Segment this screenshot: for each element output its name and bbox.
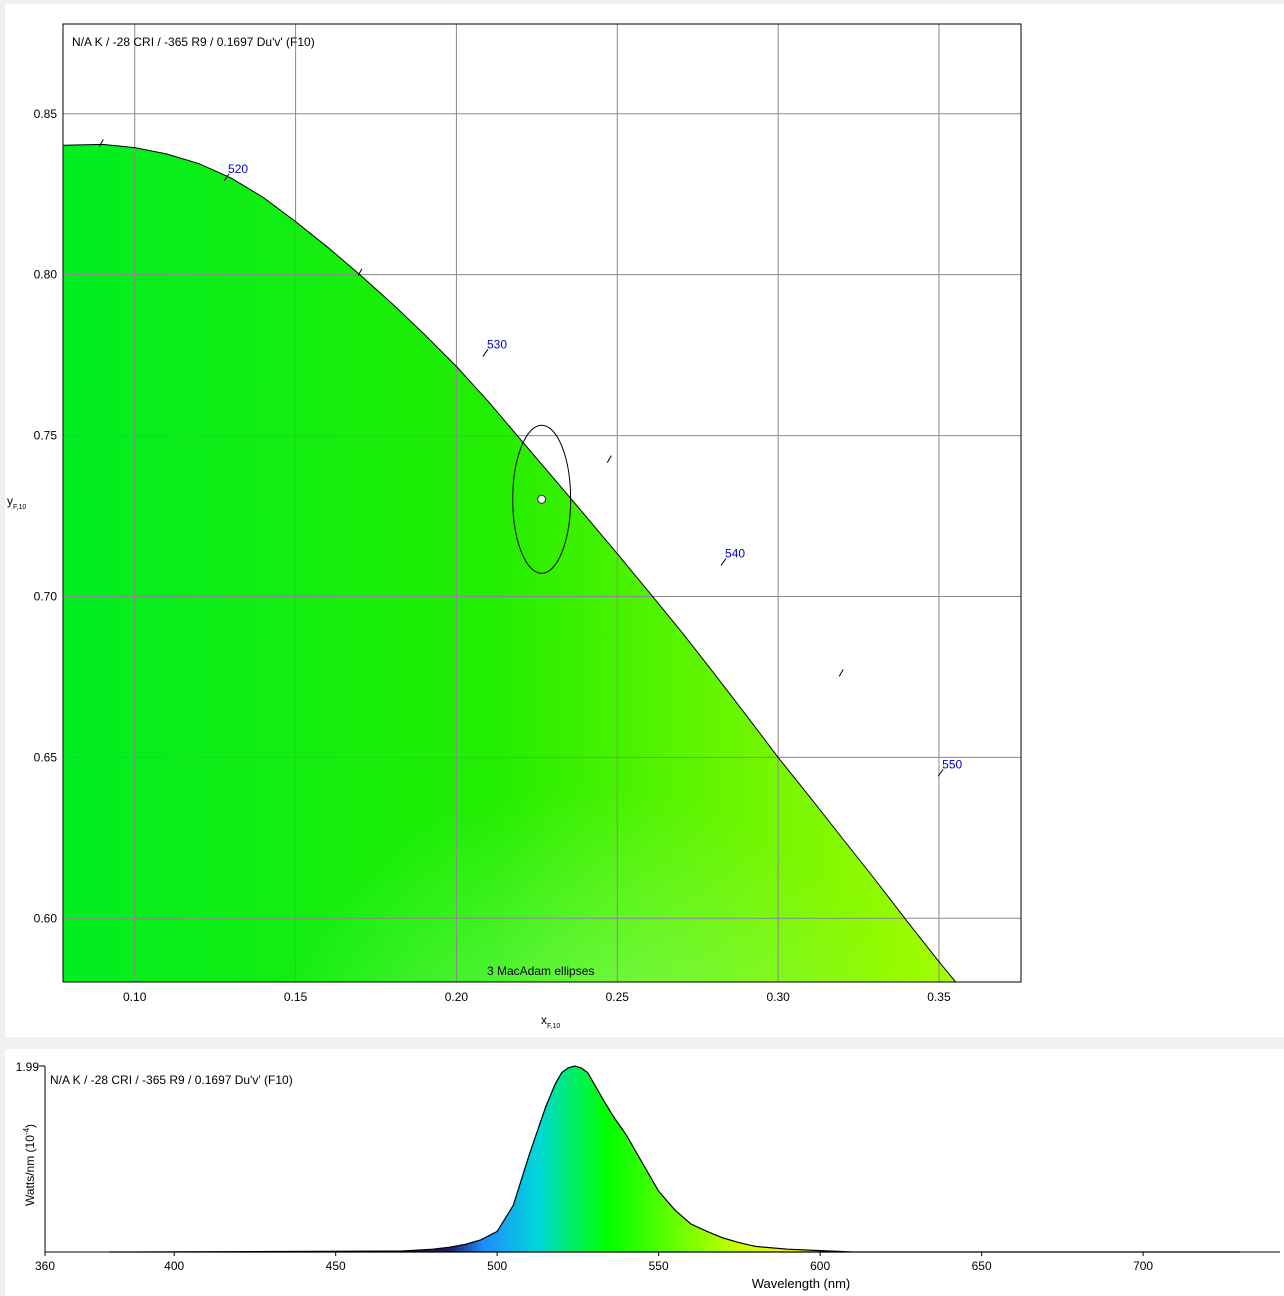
- x-axis-label: xF,10: [541, 1013, 560, 1030]
- wavelength-tick: [98, 139, 104, 147]
- x-axis-ticks: 0.10 0.15 0.20 0.25 0.30 0.35: [123, 990, 951, 1004]
- chromaticity-chart: 520 530 540 550 0.10 0.15 0.20 0.25 0.30 0.35 0.…: [7, 23, 1022, 1030]
- spd-x-tick-label: 400: [164, 1259, 184, 1273]
- x-tick-label: 0.20: [445, 990, 469, 1004]
- y-tick-label: 0.80: [34, 268, 58, 282]
- y-axis-label: yF,10: [7, 494, 26, 511]
- x-tick-label: 0.25: [606, 990, 630, 1004]
- wavelength-label: 520: [228, 162, 248, 176]
- wavelength-label: 530: [487, 337, 507, 351]
- chromaticity-panel: 520 530 540 550 0.10 0.15 0.20 0.25 0.30 0.35 0.…: [5, 4, 1284, 1037]
- wavelength-label: 550: [942, 757, 962, 771]
- grid-lines: [63, 24, 1021, 982]
- wavelength-label-tick: [720, 558, 727, 566]
- spd-x-tick-label: 650: [972, 1259, 992, 1273]
- plot-frame: [62, 23, 1022, 983]
- spd-x-tick-label: 700: [1133, 1259, 1153, 1273]
- spd-x-tick-label: 360: [35, 1259, 55, 1273]
- spectrum-area: [109, 1065, 1240, 1253]
- spectrum-panel: 1.99 360 400 450 500 550 600 650 700 N/A K / -2…: [5, 1049, 1284, 1296]
- x-tick-label: 0.10: [123, 990, 147, 1004]
- spd-x-tick-label: 450: [326, 1259, 346, 1273]
- chromaticity-point: [537, 494, 547, 504]
- ellipse-label: 3 MacAdam ellipses: [487, 964, 594, 978]
- wavelength-label-tick: [223, 173, 230, 182]
- spd-info-text: N/A K / -28 CRI / -365 R9 / 0.1697 Du'v'…: [50, 1073, 293, 1087]
- spd-x-axis-ticks: 360 400 450 500 550 600 650 700: [35, 1252, 1153, 1273]
- wavelength-label: 540: [725, 546, 745, 560]
- y-tick-label: 0.70: [34, 589, 58, 603]
- y-tick-label: 0.75: [34, 429, 58, 443]
- macadam-ellipse: [512, 424, 572, 574]
- spd-x-tick-label: 550: [649, 1259, 669, 1273]
- x-tick-label: 0.30: [766, 990, 790, 1004]
- y-axis-ticks: 0.60 0.65 0.70 0.75 0.80 0.85: [34, 107, 58, 926]
- y-tick-label: 0.85: [34, 107, 58, 121]
- spd-x-tick-label: 500: [487, 1259, 507, 1273]
- wavelength-label-tick: [482, 349, 489, 357]
- spd-y-axis-label: Watts/nm (10-4): [22, 1124, 37, 1206]
- x-tick-label: 0.15: [284, 990, 308, 1004]
- y-tick-label: 0.65: [34, 750, 58, 764]
- spectrum-chart: 1.99 360 400 450 500 550 600 650 700 N/A K / -2…: [16, 1060, 1280, 1291]
- wavelength-tick: [606, 455, 612, 463]
- y-tick-label: 0.60: [34, 911, 58, 925]
- wavelength-tick: [357, 268, 363, 276]
- wavelength-labels: 520 530 540 550: [223, 162, 963, 777]
- x-tick-label: 0.35: [927, 990, 951, 1004]
- spd-x-tick-label: 600: [810, 1259, 830, 1273]
- wavelength-tick: [838, 669, 844, 677]
- spd-x-axis-label: Wavelength (nm): [752, 1276, 851, 1291]
- spectral-locus: [63, 143, 957, 982]
- spd-ymax-label: 1.99: [16, 1060, 40, 1074]
- wavelength-ticks: [98, 139, 844, 677]
- chart-info-text: N/A K / -28 CRI / -365 R9 / 0.1697 Du'v'…: [72, 35, 315, 49]
- gamut-area-highlight: [63, 144, 1021, 982]
- wavelength-label-tick: [937, 768, 944, 777]
